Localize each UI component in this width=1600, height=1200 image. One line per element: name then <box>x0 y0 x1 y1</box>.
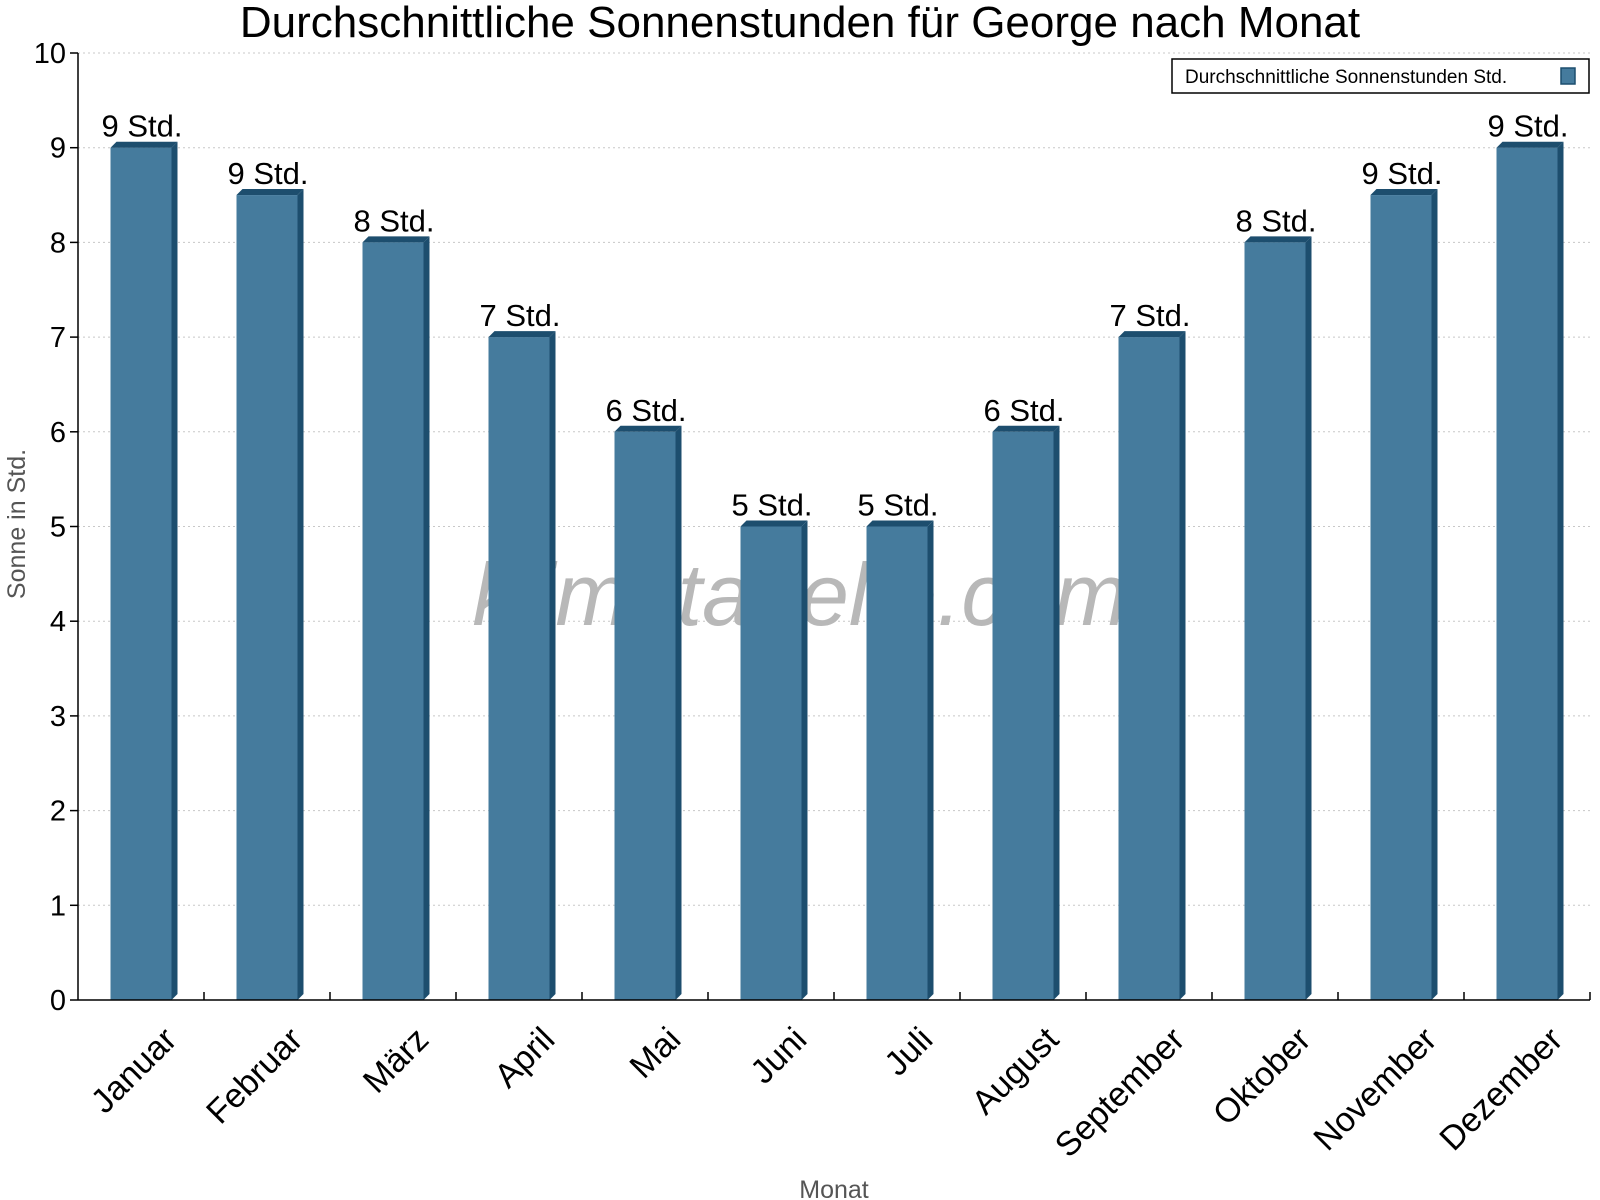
bar <box>362 242 424 1000</box>
data-label: 9 Std. <box>102 109 183 144</box>
data-label: 9 Std. <box>1362 156 1443 191</box>
bar <box>740 526 802 1000</box>
y-tick-label: 0 <box>50 985 66 1017</box>
bar <box>1496 147 1558 1000</box>
bar <box>866 526 928 1000</box>
x-tick-label: Oktober <box>1206 1020 1318 1132</box>
y-tick-label: 4 <box>50 606 66 638</box>
data-label: 6 Std. <box>984 393 1065 428</box>
bar-top <box>1370 189 1438 196</box>
bar-side <box>549 331 556 1001</box>
bar-top <box>110 141 178 148</box>
bars <box>110 141 1564 1001</box>
bar-top <box>740 520 808 527</box>
bar <box>1370 195 1432 1001</box>
data-label: 8 Std. <box>1236 203 1317 238</box>
y-tick-label: 8 <box>50 227 66 259</box>
legend-box <box>1171 58 1590 94</box>
data-label: 5 Std. <box>732 488 813 523</box>
bar-side <box>1053 425 1060 1000</box>
bar-side <box>927 520 934 1000</box>
data-label: 8 Std. <box>354 203 435 238</box>
x-tick-label: April <box>487 1020 562 1095</box>
y-tick-label: 7 <box>50 322 66 354</box>
y-tick-label: 5 <box>50 512 66 544</box>
data-labels: 9 Std. 9 Std. 8 Std. 7 Std. 6 Std. 5 Std. 5 St… <box>102 109 1569 523</box>
bar <box>110 147 172 1000</box>
data-label: 9 Std. <box>1488 109 1569 144</box>
bar-top <box>614 425 682 432</box>
bar <box>1118 337 1180 1001</box>
data-label: 6 Std. <box>606 393 687 428</box>
bar-side <box>423 236 430 1000</box>
y-tick-label: 10 <box>34 38 66 70</box>
y-ticks: 0 1 2 3 4 5 6 7 8 9 10 <box>34 38 66 1017</box>
legend-entry-label: Durchschnittliche Sonnenstunden Std. <box>1185 67 1507 88</box>
bar-top <box>1118 331 1186 338</box>
bar-top <box>1496 141 1564 148</box>
bar-top <box>992 425 1060 432</box>
legend: Durchschnittliche Sonnenstunden Std. <box>1171 58 1590 94</box>
bar-side <box>1305 236 1312 1000</box>
bar <box>488 337 550 1001</box>
y-tick-label: 1 <box>50 890 66 922</box>
bar <box>992 431 1054 1000</box>
y-tick-label: 9 <box>50 133 66 165</box>
y-tick-label: 3 <box>50 701 66 733</box>
bar-side <box>297 189 304 1001</box>
bar <box>614 431 676 1000</box>
x-tick-label: August <box>964 1020 1066 1122</box>
x-tick-label: Dezember <box>1432 1020 1570 1158</box>
bar-side <box>171 141 178 1000</box>
x-tick-label: Juni <box>743 1020 814 1091</box>
bar-top <box>1244 236 1312 243</box>
data-label: 7 Std. <box>1110 298 1191 333</box>
bar-side <box>801 520 808 1000</box>
x-tick-label: Mai <box>623 1020 689 1086</box>
data-label: 7 Std. <box>480 298 561 333</box>
bar-side <box>675 425 682 1000</box>
x-tick-label: Juli <box>877 1020 940 1083</box>
x-axis-label: Monat <box>799 1176 869 1200</box>
bar-top <box>488 331 556 338</box>
y-tick-label: 6 <box>50 417 66 449</box>
bar-side <box>1557 141 1564 1000</box>
chart-title: Durchschnittliche Sonnenstunden für Geor… <box>240 0 1360 47</box>
axes <box>70 52 1591 1001</box>
data-label: 5 Std. <box>858 488 939 523</box>
x-tick-label: September <box>1048 1020 1192 1164</box>
x-tick-label: November <box>1306 1020 1444 1158</box>
x-tick-label: März <box>356 1020 436 1100</box>
bar <box>1244 242 1306 1000</box>
x-ticks: Januar Februar März April Mai Juni Juli AugustS… <box>84 1020 1570 1165</box>
bar-side <box>1179 331 1186 1001</box>
bar-top <box>236 189 304 196</box>
y-tick-label: 2 <box>50 796 66 828</box>
legend-swatch <box>1560 67 1576 85</box>
bar-side <box>1431 189 1438 1001</box>
bar <box>236 195 298 1001</box>
x-tick-label: Januar <box>84 1020 184 1120</box>
y-axis-label: Sonne in Std. <box>3 449 31 599</box>
grid <box>78 52 1590 906</box>
x-tick-label: Februar <box>199 1020 310 1131</box>
bar-top <box>362 236 430 243</box>
bar-top <box>866 520 934 527</box>
data-label: 9 Std. <box>228 156 309 191</box>
